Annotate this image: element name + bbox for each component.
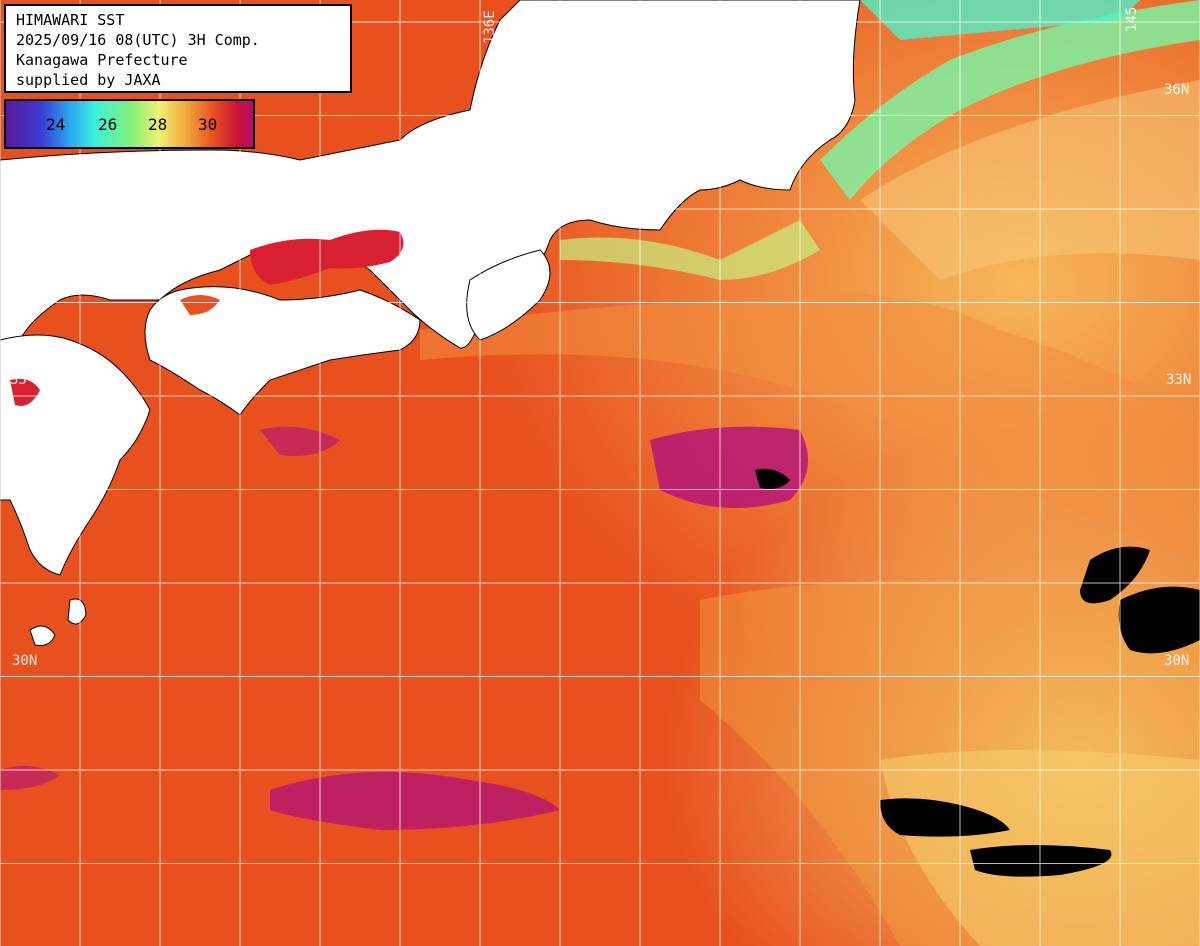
legend-tick-24: 24 — [46, 115, 66, 134]
timestamp-label: 2025/09/16 08(UTC) 3H Comp. — [16, 31, 260, 49]
lat-label-33n: 33N — [1166, 372, 1192, 388]
lat-label-30n-right: 30N — [1164, 653, 1190, 669]
land-masses — [0, 0, 861, 646]
legend-tick-28: 28 — [148, 115, 168, 134]
supplier-label: supplied by JAXA — [16, 71, 161, 89]
color-scale-legend: 24 26 28 30 — [4, 99, 255, 149]
satellite-title: HIMAWARI SST — [16, 11, 125, 29]
lat-label-33-left: 33 — [10, 372, 27, 388]
lat-label-36n: 36N — [1164, 82, 1190, 98]
title-box: HIMAWARI SST 2025/09/16 08(UTC) 3H Comp.… — [4, 4, 352, 93]
lat-label-30n-left: 30N — [12, 653, 38, 669]
provider-label: Kanagawa Prefecture — [16, 51, 188, 69]
lon-label-145: 145 — [1124, 6, 1140, 32]
no-data-mask — [755, 468, 1200, 877]
warm-patch — [650, 426, 808, 508]
legend-tick-26: 26 — [98, 115, 118, 134]
lon-label-136e: 136E — [482, 10, 498, 44]
legend-tick-30: 30 — [198, 115, 218, 134]
